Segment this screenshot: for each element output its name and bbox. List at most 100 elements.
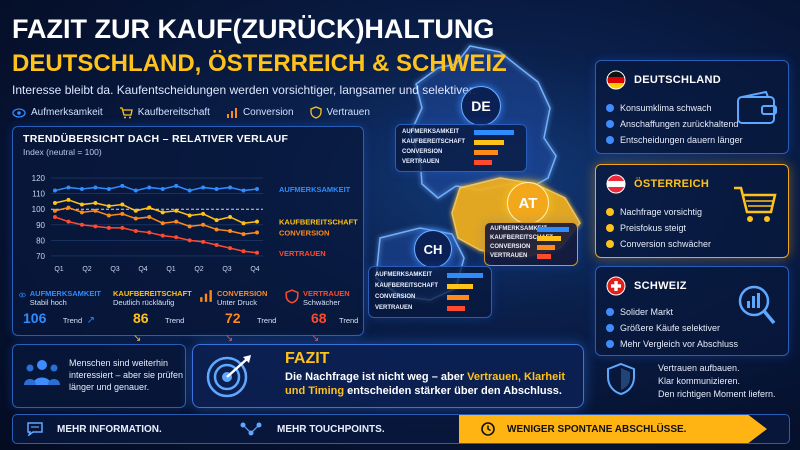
- y-tick-label: 70: [36, 252, 45, 261]
- fazit-panel: FAZIT Die Nachfrage ist nicht weg – aber…: [192, 344, 584, 408]
- bottom-item: MEHR INFORMATION.: [27, 415, 162, 443]
- eye-icon: [19, 292, 26, 298]
- kpi-desc: Stabil hoch: [29, 298, 67, 307]
- series-line: [54, 216, 258, 254]
- data-point: [187, 238, 192, 243]
- right-note-line: Klar kommunizieren.: [658, 376, 741, 386]
- x-tick-label: Q1: [166, 266, 175, 273]
- kpi-desc: Deutlich rückläufig: [113, 298, 175, 307]
- data-point: [214, 218, 219, 223]
- bottom-label: WENIGER SPONTANE ABSCHLÜSSE.: [507, 423, 687, 435]
- target-icon: [206, 355, 251, 398]
- data-point: [201, 222, 206, 227]
- data-point: [174, 235, 179, 240]
- data-point: [201, 211, 206, 216]
- x-tick-label: Q4: [138, 266, 147, 273]
- data-point: [241, 188, 246, 193]
- data-point: [79, 222, 84, 227]
- flag-austria-icon: [606, 174, 626, 194]
- bottom-label: MEHR TOUCHPOINTS.: [277, 423, 385, 435]
- data-point: [66, 197, 71, 202]
- fazit-title: FAZIT: [285, 350, 330, 367]
- kpi-name: CONVERSION: [217, 289, 268, 298]
- data-point: [147, 185, 152, 190]
- bar-chart-icon: [200, 290, 212, 302]
- y-tick-label: 120: [32, 174, 46, 183]
- eye-icon: [12, 107, 26, 118]
- kpi-value: 106: [23, 310, 47, 326]
- kpi-value: 86: [133, 310, 149, 326]
- map-metric-label: CONVERSION: [490, 244, 531, 250]
- clock-icon: [481, 422, 495, 436]
- y-tick-label: 80: [36, 236, 45, 245]
- map-bar: [447, 284, 473, 289]
- x-tick-label: Q1: [54, 266, 63, 273]
- kpi-value: 68: [311, 310, 327, 326]
- title-line-2: DEUTSCHLAND, ÖSTERREICH & SCHWEIZ: [12, 50, 507, 77]
- trend-down-icon: ↘: [133, 333, 142, 344]
- data-point: [106, 225, 111, 230]
- data-point: [147, 230, 152, 235]
- people-icon: [24, 360, 60, 385]
- bottom-item: MEHR TOUCHPOINTS.: [239, 415, 385, 443]
- series-line: [54, 206, 258, 235]
- map-metric-label: KAUFBEREITSCHAFT: [375, 283, 438, 289]
- legend: Aufmerksamkeit Kaufbereitschaft Conversi…: [12, 106, 370, 119]
- data-point: [66, 185, 71, 190]
- data-point: [214, 187, 219, 191]
- data-point: [79, 187, 84, 191]
- map-bar: [537, 254, 551, 259]
- map-bar: [537, 245, 555, 250]
- kpi-conversion: CONVERSION Unter Druck 72 Trend ↘: [199, 289, 281, 344]
- data-point: [187, 188, 192, 193]
- fazit-text-part: entscheiden stärker über den Abschluss.: [344, 385, 562, 397]
- map-bars-ch: AUFMERKSAMKEIT KAUFBEREITSCHAFT CONVERSI…: [368, 266, 492, 318]
- fazit-text-part: Die Nachfrage ist nicht weg – aber: [285, 371, 468, 383]
- kpi-value: 72: [225, 310, 241, 326]
- country-item: Konsumklima schwach: [620, 103, 712, 113]
- country-item: Größere Käufe selektiver: [620, 323, 721, 333]
- wallet-icon: [737, 91, 777, 124]
- map-bar: [537, 236, 561, 241]
- data-point: [133, 208, 138, 213]
- data-point: [93, 208, 98, 213]
- map-metric-label: CONVERSION: [375, 294, 416, 300]
- data-point: [133, 216, 138, 221]
- chart-title: TRENDÜBERSICHT DACH – RELATIVER VERLAUF: [23, 133, 289, 145]
- title-line-1: FAZIT ZUR KAUF(ZURÜCK)HALTUNG: [12, 14, 495, 44]
- map-metric-label: AUFMERKSAMKEIT: [402, 129, 459, 135]
- map-metric-label: AUFMERKSAMKEIT: [490, 226, 547, 232]
- data-point: [53, 215, 57, 219]
- series-label: CONVERSION: [279, 229, 329, 238]
- y-tick-label: 90: [36, 221, 45, 230]
- data-point: [120, 211, 125, 216]
- series-label: KAUFBEREITSCHAFT: [279, 218, 358, 227]
- data-point: [174, 183, 179, 188]
- country-item: Conversion schwächer: [620, 239, 712, 249]
- country-name: DEUTSCHLAND: [634, 74, 722, 86]
- data-point: [79, 202, 84, 207]
- kpi-trend-label: Trend: [165, 316, 185, 325]
- map-bar: [474, 130, 514, 135]
- network-icon: [240, 422, 262, 436]
- data-point: [147, 205, 152, 210]
- data-point: [255, 230, 259, 235]
- kpi-aufmerksamkeit: AUFMERKSAMKEIT Stabil hoch 106 Trend ↗: [19, 289, 101, 331]
- data-point: [66, 205, 71, 210]
- kpi-kaufbereitschaft: KAUFBEREITSCHAFT Deutlich rückläufig 86 …: [109, 289, 192, 344]
- data-point: [187, 224, 192, 229]
- fazit-highlight: Vertrauen, Klarheit: [467, 371, 565, 383]
- legend-label: Kaufbereitschaft: [137, 107, 210, 118]
- data-point: [201, 239, 206, 244]
- people-note-line: Menschen sind weiterhin: [69, 358, 169, 368]
- x-tick-label: Q2: [82, 266, 91, 273]
- data-point: [241, 249, 246, 254]
- subtitle: Interesse bleibt da. Kaufentscheidungen …: [12, 83, 476, 97]
- chat-icon: [27, 422, 43, 436]
- data-point: [53, 201, 57, 205]
- flag-switzerland-icon: [606, 276, 626, 296]
- data-point: [201, 185, 206, 190]
- map-label-ch: CH: [414, 230, 452, 268]
- map-bar: [447, 295, 469, 300]
- legend-label: Vertrauen: [326, 107, 370, 118]
